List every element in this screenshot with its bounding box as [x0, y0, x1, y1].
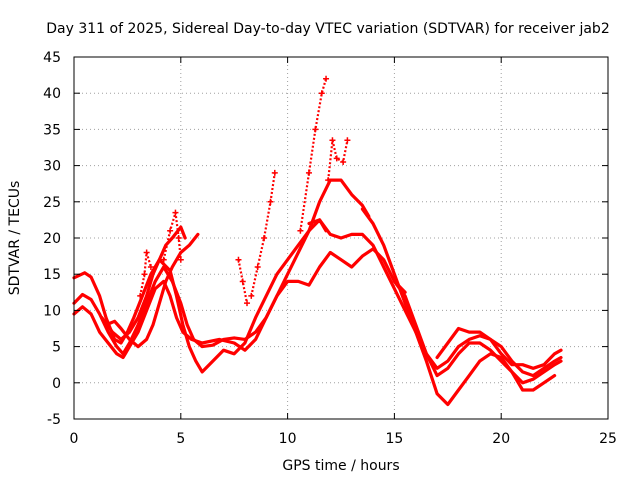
data-point-marker	[261, 235, 268, 241]
data-point-marker	[312, 126, 319, 133]
data-point-marker	[297, 227, 304, 234]
data-point-marker	[318, 90, 325, 97]
y-axis-label: SDTVAR / TECUs	[7, 181, 23, 296]
series-arc-6	[307, 218, 563, 378]
y-tick-label: 40	[43, 86, 61, 102]
data-point-marker	[141, 271, 148, 278]
data-point-marker	[239, 278, 246, 285]
y-tick-label: 30	[43, 159, 61, 175]
data-point-marker	[323, 75, 330, 82]
data-point-marker	[248, 292, 255, 299]
series-spike-4	[327, 140, 349, 181]
y-tick-label: 10	[43, 303, 61, 319]
x-tick-label: 0	[70, 431, 79, 447]
series-spike-5	[139, 252, 152, 297]
y-tick-label: 20	[43, 231, 61, 247]
data-point-marker	[344, 137, 351, 144]
y-tick-label: 5	[52, 340, 61, 356]
data-point-marker	[160, 256, 167, 263]
series-spike-2	[250, 172, 276, 297]
series-arc-2	[72, 178, 371, 356]
y-tick-label: -5	[47, 412, 61, 428]
x-tick-label: 10	[279, 431, 297, 447]
series-arc-8	[392, 279, 557, 392]
data-point-marker	[305, 169, 312, 176]
axis-ticks	[73, 56, 609, 420]
data-point-marker	[167, 227, 174, 234]
y-tick-label: 15	[43, 267, 61, 283]
data-point-marker	[235, 256, 242, 263]
data-point-marker	[333, 155, 340, 162]
x-tick-label: 5	[176, 431, 185, 447]
data-point-marker	[271, 169, 278, 176]
series-arc-7	[360, 207, 563, 407]
data-point-marker	[340, 158, 347, 165]
series-spike-6	[237, 259, 249, 304]
data-point-marker	[147, 263, 154, 270]
y-tick-label: 25	[43, 195, 61, 211]
data-point-marker	[172, 209, 179, 216]
series-layer	[72, 75, 563, 407]
x-tick-label: 25	[599, 431, 617, 447]
data-point-marker	[177, 256, 184, 263]
series-arc-5	[100, 225, 187, 341]
y-tick-label: 35	[43, 122, 61, 138]
data-point-marker	[137, 292, 144, 299]
x-tick-label: 20	[492, 431, 510, 447]
y-tick-label: 45	[43, 50, 61, 66]
series-arc-3	[72, 247, 407, 360]
tick-labels: 0 5 10 15 20 25 -5 0 5 10 15 20 25 30 35 40 45	[43, 50, 617, 447]
data-point-marker	[244, 300, 251, 307]
data-point-marker	[254, 263, 261, 270]
series-spike-3	[299, 78, 328, 231]
series-arc-9	[435, 326, 563, 370]
data-point-marker	[329, 137, 336, 144]
x-axis-label: GPS time / hours	[282, 458, 399, 474]
data-point-marker	[143, 249, 150, 256]
chart-title: Day 311 of 2025, Sidereal Day-to-day VTE…	[46, 21, 609, 37]
x-tick-label: 15	[385, 431, 403, 447]
y-tick-label: 0	[52, 376, 61, 392]
data-point-marker	[267, 198, 274, 205]
data-point-marker	[175, 235, 182, 241]
data-point-marker	[325, 177, 332, 184]
